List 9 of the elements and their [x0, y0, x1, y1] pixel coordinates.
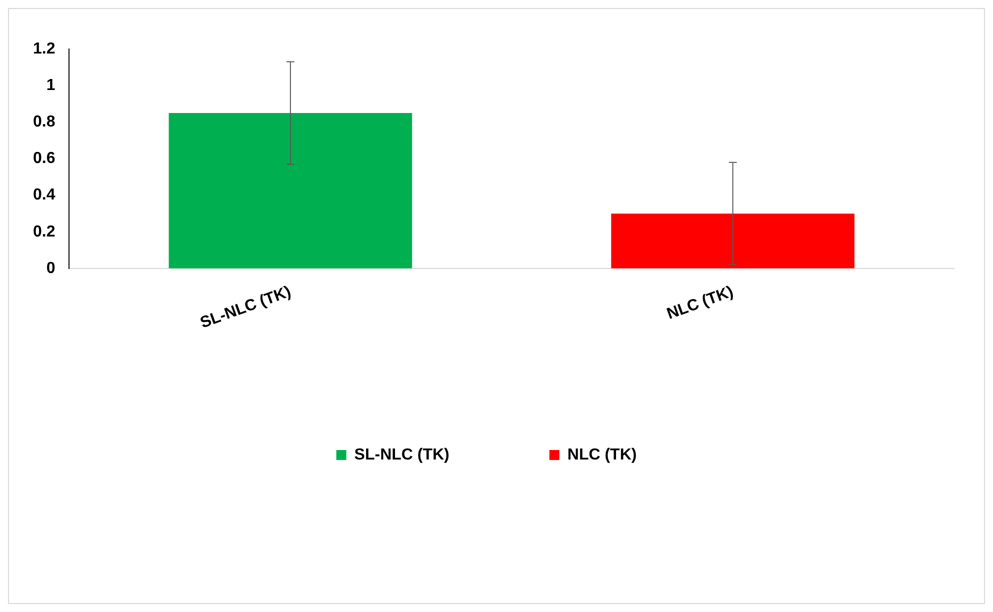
y-tick-label: 0.4 [32, 186, 56, 204]
y-tick-label: 1.2 [32, 40, 56, 58]
y-tick-label: 0.8 [32, 114, 56, 131]
y-tick-label: 0 [46, 260, 56, 277]
y-tick-label: 0.6 [32, 150, 56, 168]
legend-label: SL-NLC (TK) [354, 446, 450, 464]
y-tick-label: 1 [46, 76, 56, 94]
y-tick-label: 0.2 [32, 223, 56, 240]
legend-label: NLC (TK) [567, 446, 637, 464]
